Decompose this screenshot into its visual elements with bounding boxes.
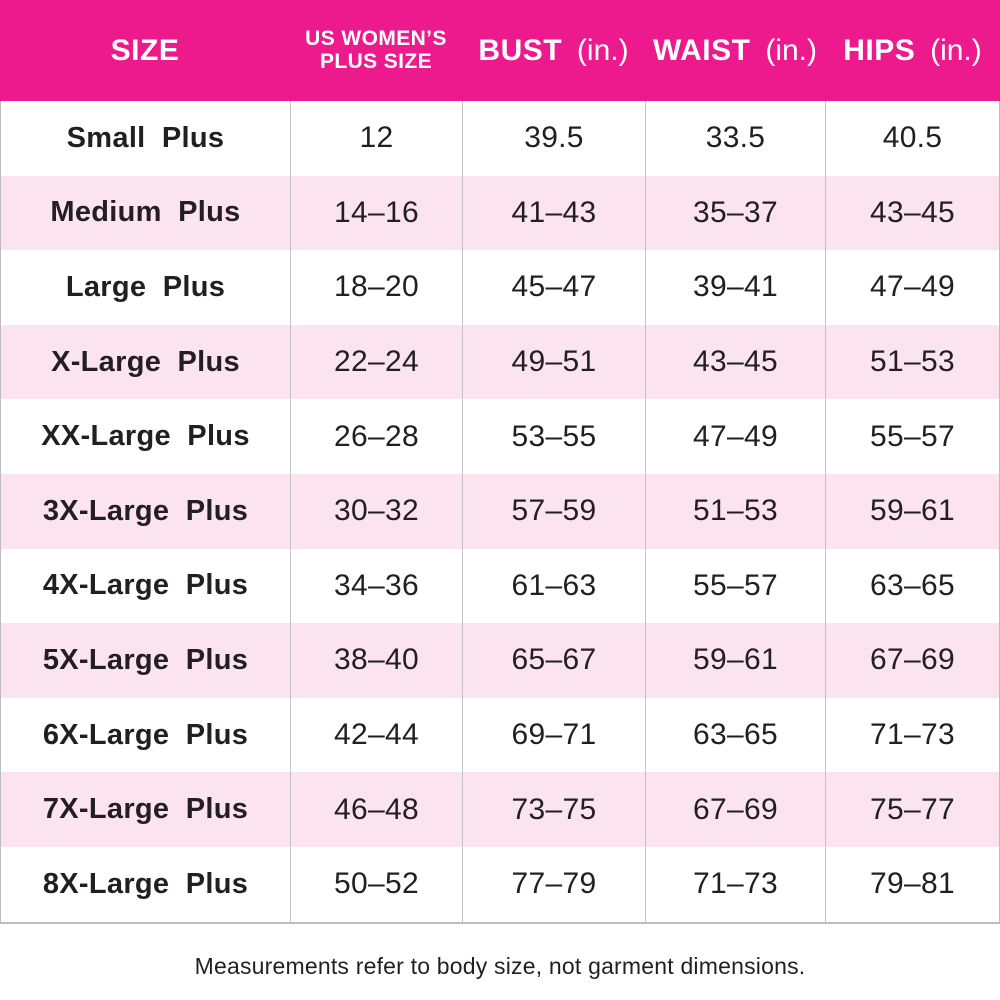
cell-plus-size: 12 [290, 101, 462, 176]
cell-bust: 73–75 [462, 772, 645, 847]
cell-plus-size: 22–24 [290, 324, 462, 400]
column-header-bust-unit: (in.) [576, 33, 629, 67]
cell-hips: 55–57 [825, 399, 999, 474]
cell-size: 5X-Large Plus [42, 643, 249, 676]
cell-waist: 35–37 [645, 175, 825, 251]
cell-bust: 65–67 [462, 623, 645, 698]
table-row: Large Plus 18–20 45–47 39–41 47–49 [1, 250, 999, 325]
column-header-bust: BUST (in.) [462, 0, 645, 101]
column-header-bust-label: BUST [478, 33, 563, 67]
table-row: X-Large Plus 22–24 49–51 43–45 51–53 [1, 324, 999, 400]
cell-plus-size: 26–28 [290, 399, 462, 474]
cell-waist: 63–65 [645, 697, 825, 773]
column-header-waist-label: WAIST [652, 33, 751, 67]
cell-size: 3X-Large Plus [42, 494, 249, 527]
cell-bust: 57–59 [462, 473, 645, 549]
cell-size: Large Plus [65, 270, 226, 303]
column-header-plus-size-line2: PLUS SIZE [319, 49, 433, 73]
cell-bust: 69–71 [462, 697, 645, 773]
cell-waist: 59–61 [645, 623, 825, 698]
column-header-plus-size: US WOMEN’S PLUS SIZE [290, 0, 462, 101]
footnote-text: Measurements refer to body size, not gar… [194, 952, 806, 979]
cell-waist: 55–57 [645, 548, 825, 624]
cell-hips: 40.5 [825, 101, 999, 176]
cell-hips: 43–45 [825, 175, 999, 251]
table-body: Small Plus 12 39.5 33.5 40.5 Medium Plus… [0, 101, 1000, 924]
cell-plus-size: 38–40 [290, 623, 462, 698]
table-row: XX-Large Plus 26–28 53–55 47–49 55–57 [1, 399, 999, 474]
cell-hips: 63–65 [825, 548, 999, 624]
cell-size: Medium Plus [50, 196, 241, 229]
table-row: Medium Plus 14–16 41–43 35–37 43–45 [1, 175, 999, 251]
cell-bust: 53–55 [462, 399, 645, 474]
column-header-size: SIZE [0, 0, 290, 101]
cell-waist: 71–73 [645, 846, 825, 922]
column-header-hips-unit: (in.) [930, 33, 982, 67]
cell-size: 7X-Large Plus [42, 793, 249, 826]
column-header-size-label: SIZE [110, 33, 180, 67]
cell-plus-size: 14–16 [290, 175, 462, 251]
cell-hips: 59–61 [825, 473, 999, 549]
cell-size: 6X-Large Plus [42, 718, 249, 751]
cell-waist: 39–41 [645, 250, 825, 325]
cell-hips: 71–73 [825, 697, 999, 773]
cell-bust: 61–63 [462, 548, 645, 624]
cell-waist: 33.5 [645, 101, 825, 176]
cell-plus-size: 30–32 [290, 473, 462, 549]
cell-plus-size: 34–36 [290, 548, 462, 624]
cell-plus-size: 18–20 [290, 250, 462, 325]
cell-size: X-Large Plus [51, 345, 240, 378]
cell-waist: 67–69 [645, 772, 825, 847]
table-row: 3X-Large Plus 30–32 57–59 51–53 59–61 [1, 473, 999, 549]
cell-hips: 75–77 [825, 772, 999, 847]
table-row: 8X-Large Plus 50–52 77–79 71–73 79–81 [1, 846, 999, 922]
column-header-hips: HIPS (in.) [825, 0, 1000, 101]
cell-bust: 77–79 [462, 846, 645, 922]
table-row: 5X-Large Plus 38–40 65–67 59–61 67–69 [1, 623, 999, 698]
cell-size: Small Plus [66, 121, 225, 154]
column-header-waist: WAIST (in.) [645, 0, 825, 101]
cell-bust: 49–51 [462, 324, 645, 400]
cell-size: 4X-Large Plus [42, 569, 249, 602]
column-header-waist-unit: (in.) [765, 33, 817, 67]
cell-bust: 41–43 [462, 175, 645, 251]
cell-plus-size: 42–44 [290, 697, 462, 773]
cell-waist: 51–53 [645, 473, 825, 549]
table-row: 7X-Large Plus 46–48 73–75 67–69 75–77 [1, 772, 999, 847]
column-header-hips-label: HIPS [843, 33, 916, 67]
table-row: Small Plus 12 39.5 33.5 40.5 [1, 101, 999, 176]
cell-size: 8X-Large Plus [42, 867, 249, 900]
column-header-plus-size-line1: US WOMEN’S [305, 27, 447, 51]
table-row: 4X-Large Plus 34–36 61–63 55–57 63–65 [1, 548, 999, 624]
cell-bust: 39.5 [462, 101, 645, 176]
cell-plus-size: 46–48 [290, 772, 462, 847]
cell-waist: 47–49 [645, 399, 825, 474]
cell-plus-size: 50–52 [290, 846, 462, 922]
table-header-row: SIZE US WOMEN’S PLUS SIZE BUST (in.) WAI… [0, 0, 1000, 101]
cell-hips: 67–69 [825, 623, 999, 698]
cell-size: XX-Large Plus [41, 420, 250, 453]
table-row: 6X-Large Plus 42–44 69–71 63–65 71–73 [1, 697, 999, 773]
cell-hips: 51–53 [825, 324, 999, 400]
cell-hips: 47–49 [825, 250, 999, 325]
cell-hips: 79–81 [825, 846, 999, 922]
cell-bust: 45–47 [462, 250, 645, 325]
cell-waist: 43–45 [645, 324, 825, 400]
